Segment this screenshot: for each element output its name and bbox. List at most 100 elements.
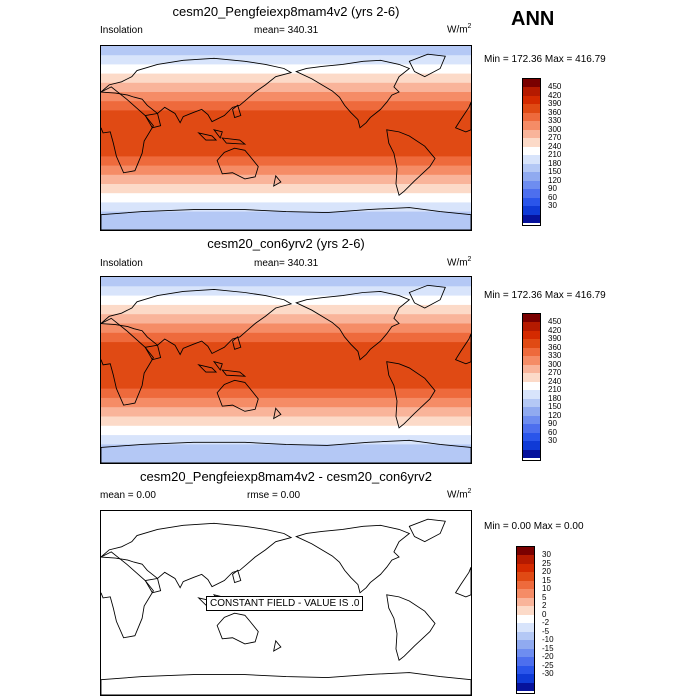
- colorbar-tick-label: 120: [548, 410, 562, 420]
- coastline-path: [409, 54, 445, 76]
- lat-band: [101, 444, 471, 455]
- colorbar-tick-label: 330: [548, 351, 562, 361]
- colorbar-segment: [523, 441, 540, 450]
- colorbar-segment: [517, 682, 534, 691]
- coastline-path: [456, 567, 471, 597]
- coastlines: [101, 285, 471, 463]
- colorbar-segment: [517, 555, 534, 564]
- colorbar-segment: [517, 623, 534, 632]
- coastline-path: [217, 613, 258, 644]
- colorbar-segment: [517, 589, 534, 598]
- colorbar-tick-label: 360: [548, 342, 562, 352]
- coastline-path: [222, 370, 245, 376]
- coastline-path: [387, 362, 435, 428]
- coastline-path: [296, 525, 409, 592]
- colorbar-segment: [523, 347, 540, 357]
- coastline-path: [456, 102, 471, 132]
- panel1-map: [100, 45, 472, 231]
- colorbar-segment: [523, 163, 540, 173]
- lat-band: [101, 165, 471, 176]
- coastline-path: [233, 570, 241, 582]
- colorbar-segment: [517, 648, 534, 658]
- lat-band: [101, 388, 471, 399]
- lat-band: [101, 416, 471, 427]
- panel2-minmax: Min = 172.36 Max = 416.79: [484, 290, 606, 301]
- colorbar-segment: [523, 104, 540, 113]
- colorbar-tick-label: 420: [548, 90, 562, 100]
- coastline-path: [456, 334, 471, 364]
- colorbar-segment: [517, 547, 534, 556]
- lat-band: [101, 397, 471, 408]
- colorbar-tick-label: 150: [548, 402, 562, 412]
- colorbar-tick-label: 90: [548, 184, 557, 194]
- lat-band: [101, 360, 471, 371]
- colorbar-segment: [523, 390, 540, 399]
- lat-band: [101, 156, 471, 167]
- panel1-units: W/m2: [447, 23, 472, 36]
- lat-band: [101, 286, 471, 297]
- colorbar-segment: [523, 112, 540, 122]
- coastline-path: [214, 130, 222, 138]
- colorbar-segment: [523, 330, 540, 340]
- lat-band: [101, 323, 471, 334]
- colorbar-tick-label: 0: [542, 609, 547, 619]
- colorbar-tick-label: 180: [548, 158, 562, 168]
- coastline-path: [296, 60, 409, 127]
- lat-band: [101, 147, 471, 157]
- coastline-path: [222, 138, 245, 144]
- colorbar-tick-label: -15: [542, 643, 554, 653]
- colorbar-tick-label: 30: [542, 550, 551, 560]
- lat-band: [101, 211, 471, 222]
- colorbar-tick-label: 450: [548, 317, 562, 327]
- colorbar-segment: [517, 606, 534, 615]
- coastline-path: [199, 133, 216, 140]
- colorbar-segment: [517, 614, 534, 624]
- colorbar-segment: [523, 95, 540, 105]
- colorbar-tick-label: 120: [548, 175, 562, 185]
- colorbar-tick-label: 20: [542, 567, 551, 577]
- panel3-units: W/m2: [447, 488, 472, 501]
- lat-band: [101, 55, 471, 65]
- colorbar-segment: [523, 79, 540, 88]
- colorbar-tick-label: 420: [548, 325, 562, 335]
- colorbar-tick-label: 15: [542, 575, 551, 585]
- colorbar-segment: [523, 189, 540, 198]
- colorbar-tick-label: -5: [542, 626, 550, 636]
- lat-band: [101, 193, 471, 203]
- colorbar-tick-label: 300: [548, 359, 562, 369]
- map1-svg: [101, 277, 471, 463]
- colorbar-tick-label: -20: [542, 652, 554, 662]
- colorbar-segment: [517, 597, 534, 607]
- panel2-units: W/m2: [447, 256, 472, 269]
- coastline-path: [214, 362, 222, 370]
- colorbar-tick-label: -30: [542, 669, 554, 679]
- lat-band: [101, 435, 471, 445]
- panel2-left-label: Insolation: [100, 258, 143, 269]
- colorbar-tick-label: 270: [548, 133, 562, 143]
- lat-band: [101, 342, 471, 352]
- colorbar-tick-label: 330: [548, 116, 562, 126]
- lat-band: [101, 332, 471, 343]
- colorbar-tick-label: 210: [548, 150, 562, 160]
- colorbar-segment: [517, 631, 534, 641]
- coastlines: [101, 54, 471, 230]
- coastline-path: [409, 285, 445, 308]
- colorbar-segment: [517, 572, 534, 581]
- colorbar-tick-label: -10: [542, 635, 554, 645]
- lat-band: [101, 119, 471, 130]
- panel3-mean-label: mean = 0.00: [100, 490, 156, 501]
- coastline-path: [274, 408, 281, 418]
- colorbar-segment: [523, 449, 540, 458]
- lat-band: [101, 370, 471, 380]
- coastline-path: [296, 291, 409, 359]
- panel1-colorbar: 450 420 390 360 330 300 270 240 210 180 150 120 90 60…: [522, 78, 561, 226]
- panel3-map: [100, 510, 472, 696]
- colorbar-tick-label: 300: [548, 124, 562, 134]
- panel3-minmax: Min = 0.00 Max = 0.00: [484, 521, 584, 532]
- coastline-path: [145, 345, 160, 359]
- coastline-path: [101, 87, 153, 173]
- colorbar-segment: [517, 665, 534, 675]
- colorbar-segment: [523, 356, 540, 365]
- colorbar-segment: [517, 674, 534, 683]
- colorbar-tick-label: 90: [548, 419, 557, 429]
